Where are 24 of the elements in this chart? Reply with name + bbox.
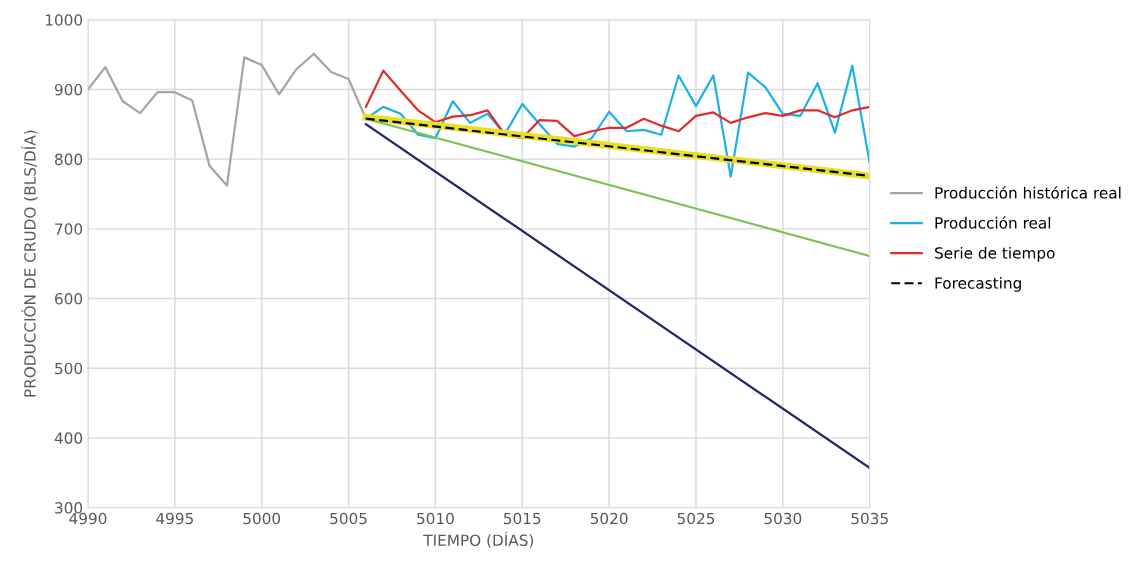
x-tick-label: 5010: [417, 512, 454, 525]
x-tick-label: 5000: [243, 512, 281, 525]
legend-label: Producción real: [935, 216, 1051, 229]
y-axis-title: PRODUCCIÓN DE CRUDO (BLS/DÍA): [21, 130, 38, 397]
x-axis-title: TIEMPO (DÍAS): [423, 531, 534, 548]
x-tick-label: 5030: [764, 512, 802, 525]
y-tick-label: 600: [55, 292, 83, 305]
x-tick-label: 5005: [330, 512, 367, 525]
x-tick-label: 5015: [504, 512, 541, 525]
x-tick-label: 5025: [677, 512, 715, 525]
y-tick-label: 1000: [45, 14, 83, 26]
y-tick-label: 700: [55, 223, 83, 235]
legend-label: Serie de tiempo: [935, 246, 1055, 262]
x-tick-label: 5035: [851, 512, 888, 525]
legend-label: Forecasting: [935, 276, 1021, 292]
x-tick-label: 5020: [590, 512, 628, 525]
y-tick-label: 500: [55, 362, 83, 375]
x-tick-label: 4995: [156, 512, 193, 525]
y-tick-label: 400: [54, 432, 83, 444]
legend-label: Producción histórica real: [935, 186, 1121, 199]
y-tick-label: 900: [54, 83, 83, 96]
y-tick-label: 800: [55, 153, 83, 166]
x-tick-label: 4990: [69, 512, 107, 525]
y-tick-label: 300: [55, 502, 83, 514]
